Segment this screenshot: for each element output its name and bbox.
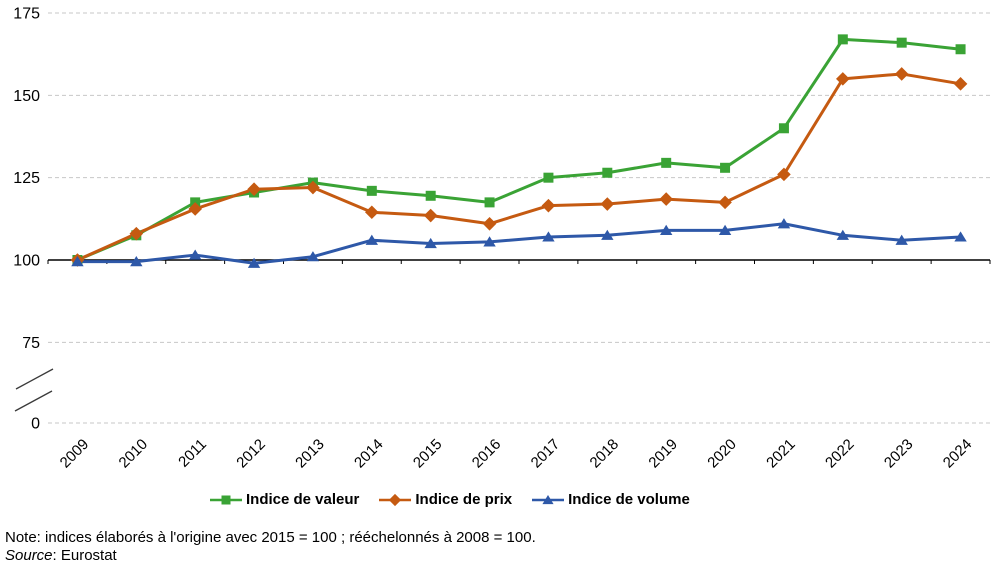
data-point-diamond (365, 205, 379, 220)
data-point-square (720, 162, 731, 173)
series-line-indice-de-prix (75, 72, 963, 262)
data-point-triangle (777, 218, 791, 229)
x-axis-label-2021: 2021 (763, 436, 799, 472)
data-point-diamond (482, 216, 497, 231)
chart-legend: Indice de valeur Indice de prix Indice d… (209, 491, 690, 508)
legend-marker-square-icon (210, 495, 242, 504)
y-axis-label-125: 125 (13, 170, 40, 187)
data-point-triangle (188, 249, 202, 260)
y-axis-label-175: 175 (13, 6, 40, 23)
data-point-triangle (836, 229, 850, 240)
x-axis-label-2019: 2019 (645, 436, 681, 472)
x-axis-label-2020: 2020 (704, 436, 740, 472)
x-axis-label-2015: 2015 (410, 436, 446, 472)
source-text: Source: Eurostat (5, 547, 117, 564)
x-axis-label-2023: 2023 (881, 436, 917, 472)
data-point-triangle (306, 251, 320, 262)
data-point-triangle (895, 234, 908, 245)
source-label: Source (5, 547, 53, 564)
data-point-square (484, 197, 495, 208)
legend-label: Indice de valeur (246, 491, 360, 508)
x-axis-label-2016: 2016 (469, 436, 505, 472)
legend-item-indice-de-prix: Indice de prix (378, 491, 512, 508)
data-point-square (543, 172, 554, 183)
series-line-indice-de-valeur (75, 37, 963, 262)
y-axis-label-75: 75 (22, 335, 40, 352)
x-axis-label-2024: 2024 (940, 436, 976, 472)
x-axis-label-2017: 2017 (528, 436, 564, 472)
legend-item-indice-de-valeur: Indice de valeur (209, 491, 359, 508)
axis-break-icon (14, 390, 53, 412)
data-point-square (955, 44, 966, 55)
data-point-triangle (601, 229, 614, 240)
data-point-triangle (130, 256, 143, 267)
data-point-triangle (71, 256, 84, 267)
data-point-triangle (424, 237, 437, 249)
legend-item-indice-de-volume: Indice de volume (531, 491, 690, 508)
data-point-diamond (541, 198, 556, 213)
note-text: Note: indices élaborés à l'origine avec … (5, 529, 536, 546)
data-point-diamond (836, 72, 850, 86)
legend-marker-diamond-icon (379, 493, 412, 506)
legend-marker-triangle-icon (532, 494, 565, 504)
data-point-square (425, 190, 436, 201)
data-point-square (837, 34, 848, 45)
x-axis-label-2018: 2018 (587, 436, 623, 472)
data-point-square (896, 37, 907, 48)
data-point-diamond (894, 67, 909, 81)
data-point-diamond (777, 167, 791, 182)
data-point-diamond (129, 226, 144, 241)
x-axis-label-2014: 2014 (351, 436, 387, 472)
data-point-diamond (600, 197, 615, 211)
data-point-triangle (542, 231, 555, 242)
data-point-diamond (188, 202, 202, 216)
data-point-diamond (718, 195, 732, 210)
legend-square-marker (221, 495, 231, 504)
x-axis-label-2013: 2013 (292, 436, 328, 472)
data-point-diamond (247, 182, 261, 197)
source-rest: : Eurostat (52, 547, 117, 564)
data-point-diamond (659, 192, 673, 206)
data-point-square (366, 185, 377, 196)
data-point-triangle (483, 236, 496, 247)
x-axis-label-2009: 2009 (57, 436, 93, 472)
axis-break-icon (15, 368, 54, 390)
x-axis-label-2012: 2012 (233, 436, 269, 472)
data-point-diamond (953, 77, 968, 91)
data-point-triangle (365, 234, 379, 245)
data-point-square (778, 123, 789, 134)
data-point-triangle (659, 224, 673, 235)
legend-triangle-marker (542, 494, 554, 504)
x-axis-label-2022: 2022 (822, 436, 858, 472)
data-point-triangle (247, 257, 261, 268)
x-axis-label-2010: 2010 (116, 436, 152, 472)
line-chart-canvas: 175 150 125 100 75 0 2009 2010 2011 2012 2013 2014 2… (13, 6, 991, 472)
series-line-indice-de-volume (75, 222, 963, 265)
data-point-diamond (306, 180, 320, 195)
data-point-diamond (423, 208, 438, 223)
data-point-triangle (954, 231, 967, 242)
legend-diamond-marker (389, 493, 402, 506)
x-axis-label-2011: 2011 (175, 436, 210, 471)
legend-label: Indice de volume (568, 491, 690, 508)
y-axis-label-150: 150 (13, 88, 40, 105)
legend-label: Indice de prix (415, 491, 513, 508)
data-point-square (602, 167, 613, 178)
y-axis-label-0: 0 (31, 416, 40, 433)
data-point-triangle (718, 224, 732, 235)
y-axis-label-100: 100 (13, 253, 40, 270)
data-point-square (661, 157, 672, 168)
